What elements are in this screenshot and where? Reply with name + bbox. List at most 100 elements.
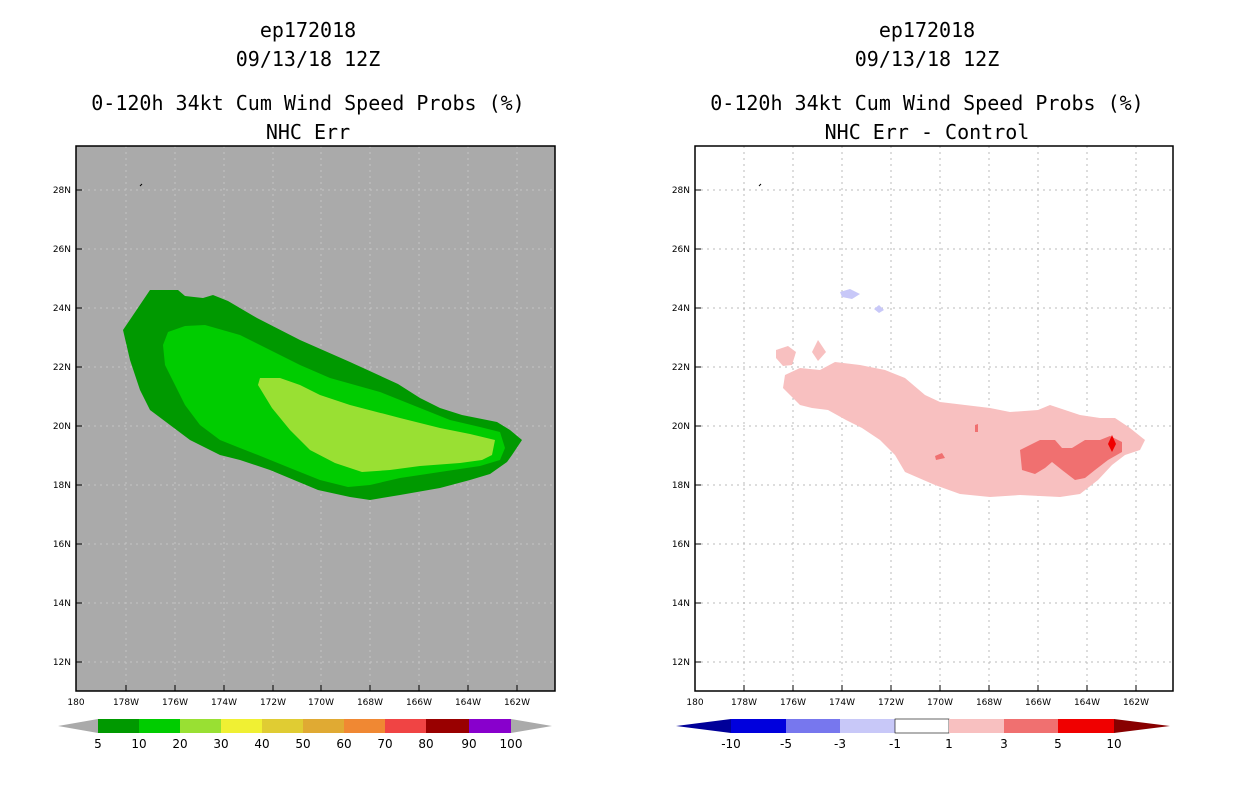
right-x-tick: 166W bbox=[1025, 698, 1051, 708]
right-x-tick: 168W bbox=[976, 698, 1002, 708]
right-legend-label: -3 bbox=[834, 737, 846, 751]
right-diff-pos1-region bbox=[776, 346, 796, 366]
left-legend-label: 30 bbox=[213, 737, 228, 751]
left-grid bbox=[76, 146, 555, 691]
left-colorbar-swatch bbox=[98, 719, 139, 733]
right-title-storm-id: ep172018 bbox=[878, 18, 976, 42]
right-legend-label: 1 bbox=[945, 737, 953, 751]
left-y-tick: 28N bbox=[53, 186, 71, 196]
left-y-tick: 12N bbox=[53, 658, 71, 668]
left-x-tick: 170W bbox=[308, 698, 334, 708]
right-island-mark bbox=[758, 183, 762, 187]
left-colorbar-swatch bbox=[385, 719, 426, 733]
left-map-frame bbox=[75, 145, 556, 692]
right-x-tick: 162W bbox=[1123, 698, 1149, 708]
right-colorbar-under bbox=[676, 719, 731, 733]
left-x-tick: 178W bbox=[113, 698, 139, 708]
left-x-tick: 168W bbox=[357, 698, 383, 708]
right-colorbar-over bbox=[1114, 719, 1170, 733]
left-colorbar-swatch bbox=[426, 719, 469, 733]
right-legend-label: 5 bbox=[1054, 737, 1062, 751]
right-diff-pos3-region bbox=[1020, 436, 1122, 480]
left-colorbar-swatch bbox=[262, 719, 303, 733]
left-x-tick: 180 bbox=[67, 698, 84, 708]
right-y-tick: 16N bbox=[672, 540, 690, 550]
right-legend-label: -1 bbox=[889, 737, 901, 751]
right-map-frame bbox=[694, 145, 1174, 692]
right-diff-pos3-region bbox=[975, 424, 978, 432]
left-y-tick: 24N bbox=[53, 304, 71, 314]
right-y-tick: 12N bbox=[672, 658, 690, 668]
left-island-mark bbox=[139, 183, 143, 187]
left-y-tick: 22N bbox=[53, 363, 71, 373]
left-x-tick: 166W bbox=[406, 698, 432, 708]
right-y-tick: 20N bbox=[672, 422, 690, 432]
left-title-product: 0-120h 34kt Cum Wind Speed Probs (%) bbox=[91, 91, 525, 115]
left-legend-label: 50 bbox=[295, 737, 310, 751]
right-x-tick: 164W bbox=[1074, 698, 1100, 708]
left-colorbar-swatch bbox=[303, 719, 344, 733]
left-legend-label: 10 bbox=[131, 737, 146, 751]
right-colorbar-swatch bbox=[894, 718, 950, 734]
right-y-tick: 14N bbox=[672, 599, 690, 609]
left-legend-label: 20 bbox=[172, 737, 187, 751]
right-title-subtitle: NHC Err - Control bbox=[824, 120, 1030, 144]
left-colorbar-swatch bbox=[180, 719, 221, 733]
left-legend-label: 60 bbox=[336, 737, 351, 751]
right-colorbar-swatch bbox=[731, 719, 786, 733]
left-colorbar-under bbox=[58, 719, 98, 733]
left-y-tick: 14N bbox=[53, 599, 71, 609]
left-x-tick: 164W bbox=[455, 698, 481, 708]
left-colorbar-swatch bbox=[469, 719, 511, 733]
right-title-product: 0-120h 34kt Cum Wind Speed Probs (%) bbox=[710, 91, 1144, 115]
left-title-subtitle: NHC Err bbox=[265, 120, 351, 144]
right-colorbar-swatch bbox=[1058, 719, 1114, 733]
right-colorbar: -10 -5 -3 -1 1 3 5 10 bbox=[676, 718, 1170, 751]
right-colorbar-swatch bbox=[1004, 719, 1058, 733]
right-colorbar-swatch bbox=[840, 719, 895, 733]
left-colorbar-swatch bbox=[221, 719, 262, 733]
left-x-tick: 172W bbox=[260, 698, 286, 708]
left-legend-label: 70 bbox=[377, 737, 392, 751]
left-x-tick: 174W bbox=[211, 698, 237, 708]
right-y-tick: 22N bbox=[672, 363, 690, 373]
right-x-tick: 172W bbox=[878, 698, 904, 708]
left-x-tick: 162W bbox=[504, 698, 530, 708]
right-y-tick: 18N bbox=[672, 481, 690, 491]
right-y-tick: 26N bbox=[672, 245, 690, 255]
left-legend-label: 5 bbox=[94, 737, 102, 751]
left-colorbar-swatch bbox=[139, 719, 180, 733]
right-y-tick: 24N bbox=[672, 304, 690, 314]
right-title-date: 09/13/18 12Z bbox=[854, 47, 1000, 71]
right-x-tick: 180 bbox=[686, 698, 703, 708]
left-y-tick: 26N bbox=[53, 245, 71, 255]
left-title-storm-id: ep172018 bbox=[259, 18, 357, 42]
right-diff-pos1-region bbox=[812, 340, 826, 361]
right-legend-label: -5 bbox=[780, 737, 792, 751]
left-legend-label: 100 bbox=[500, 737, 523, 751]
left-title-date: 09/13/18 12Z bbox=[235, 47, 381, 71]
right-diff-pos3-region bbox=[935, 453, 945, 460]
right-x-tick: 178W bbox=[731, 698, 757, 708]
right-x-tick: 174W bbox=[829, 698, 855, 708]
right-grid bbox=[695, 146, 1173, 691]
right-diff-neg-region bbox=[874, 305, 884, 313]
right-y-tick: 28N bbox=[672, 186, 690, 196]
left-legend-label: 90 bbox=[461, 737, 476, 751]
right-colorbar-swatch bbox=[949, 719, 1004, 733]
right-map: 28N 26N 24N 22N 20N 18N 16N 14N 12N 180 … bbox=[672, 145, 1174, 708]
left-colorbar: 5 10 20 30 40 50 60 70 80 90 100 bbox=[58, 719, 552, 751]
right-x-tick: 176W bbox=[780, 698, 806, 708]
right-diff-pos5-region bbox=[1108, 435, 1116, 452]
left-y-tick: 18N bbox=[53, 481, 71, 491]
right-legend-label: 10 bbox=[1106, 737, 1121, 751]
left-colorbar-over bbox=[511, 719, 552, 733]
right-diff-neg-region bbox=[840, 289, 860, 299]
left-map: 28N 26N 24N 22N 20N 18N 16N 14N 12N 180 … bbox=[53, 145, 556, 708]
right-legend-label: 3 bbox=[1000, 737, 1008, 751]
left-prob-20-region bbox=[258, 378, 495, 472]
left-legend-label: 80 bbox=[418, 737, 433, 751]
left-x-tick: 176W bbox=[162, 698, 188, 708]
right-legend-label: -10 bbox=[721, 737, 741, 751]
